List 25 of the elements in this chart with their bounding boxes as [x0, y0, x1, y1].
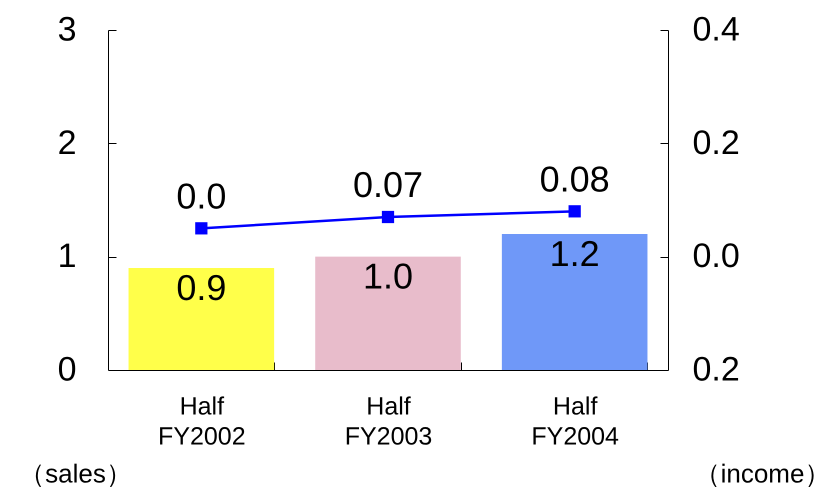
x-tick-label: Half FY2002	[158, 392, 246, 450]
data-label: 0.0	[176, 175, 226, 216]
y-tick-label: 2	[58, 124, 76, 162]
bar	[502, 234, 648, 370]
y-tick-label: 3	[58, 10, 76, 48]
y2-axis-title: （income）	[694, 458, 830, 488]
y2-tick-label: 0.0	[692, 237, 740, 276]
point	[382, 210, 394, 224]
x-tick-label: Half FY2004	[531, 392, 620, 450]
y2-tick-label: 0.2	[692, 124, 740, 162]
y-axis-title: （sales）	[19, 458, 132, 488]
data-label: 1.0	[362, 256, 414, 297]
y-tick-label: 0	[58, 350, 76, 388]
data-label: 0.08	[540, 158, 610, 200]
point	[195, 222, 208, 234]
x-tick-label: Half FY2003	[344, 392, 432, 450]
point	[568, 205, 581, 218]
y2-tick-label: 0.2	[692, 350, 740, 388]
data-label: 0.07	[352, 164, 424, 205]
bar	[128, 268, 274, 370]
bar	[315, 256, 461, 370]
data-label: 1.2	[550, 233, 600, 274]
y-tick-label: 1	[58, 237, 76, 276]
data-label: 0.9	[176, 267, 226, 308]
y2-tick-label: 0.4	[692, 10, 740, 48]
